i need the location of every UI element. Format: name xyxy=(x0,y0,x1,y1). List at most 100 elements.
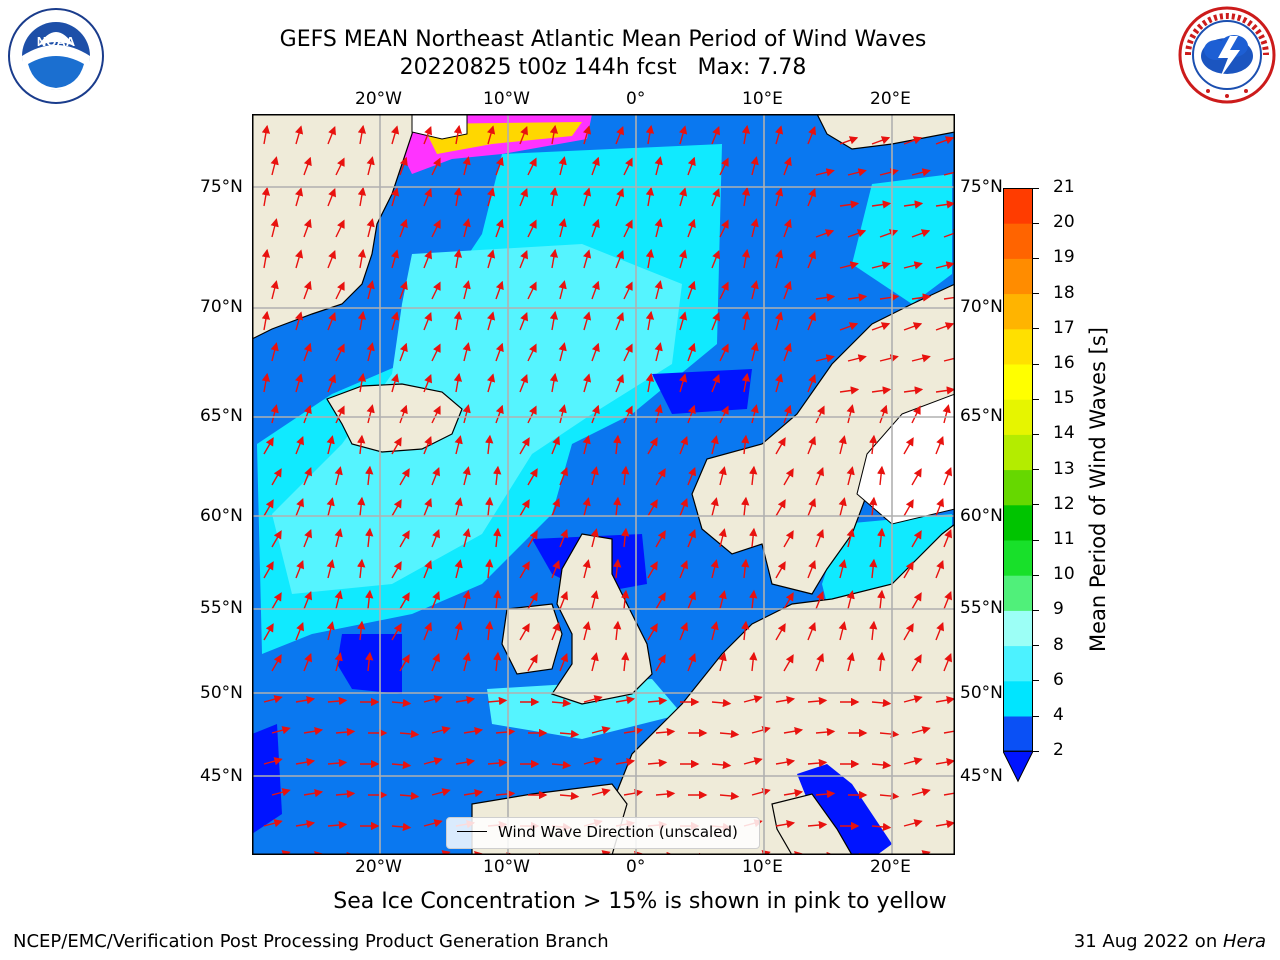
wind-wave-arrow xyxy=(335,281,345,300)
wind-wave-arrow xyxy=(623,343,633,362)
legend-line-swatch xyxy=(457,831,487,832)
wind-wave-arrow xyxy=(399,468,410,486)
wind-wave-arrow xyxy=(591,156,600,176)
wind-wave-arrow xyxy=(334,528,343,548)
colorbar-segment xyxy=(1003,680,1033,717)
wind-wave-arrow xyxy=(261,248,271,269)
wind-wave-arrow xyxy=(687,342,696,362)
chart-subtitle: 20220825 t00z 144h fcst Max: 7.78 xyxy=(399,55,807,80)
noaa-logo-text: NOAA xyxy=(37,34,76,49)
wind-wave-arrow xyxy=(879,791,900,801)
wind-wave-arrow xyxy=(326,435,335,455)
wind-wave-arrow xyxy=(807,758,828,768)
wind-wave-arrow xyxy=(527,468,538,486)
wind-wave-arrow xyxy=(903,623,914,641)
wind-wave-arrow xyxy=(679,622,688,641)
wind-wave-arrow xyxy=(815,229,835,238)
colorbar-tick-label: 13 xyxy=(1053,458,1075,479)
wind-wave-arrow xyxy=(615,188,624,207)
wind-wave-arrow xyxy=(263,623,274,641)
wind-wave-arrow xyxy=(876,651,886,672)
colorbar-segment xyxy=(1003,364,1033,400)
wind-wave-arrow xyxy=(903,322,923,331)
wind-wave-arrow xyxy=(775,187,784,207)
wind-wave-arrow xyxy=(549,310,559,331)
colorbar-tick-label: 14 xyxy=(1053,423,1075,444)
wind-wave-arrow xyxy=(462,466,471,486)
lat-tick-left-65n: 65°N xyxy=(200,406,243,426)
wind-wave-arrow xyxy=(868,434,878,455)
footer-host: Hera xyxy=(1222,931,1266,952)
wind-wave-arrow xyxy=(295,311,304,331)
wind-wave-arrow xyxy=(783,404,792,424)
wind-wave-arrow xyxy=(549,124,559,145)
wind-wave-arrow xyxy=(366,218,375,238)
wind-wave-arrow xyxy=(453,248,463,269)
wind-wave-arrow xyxy=(903,561,914,579)
wind-wave-arrow xyxy=(711,250,720,269)
wind-wave-arrow xyxy=(527,157,537,176)
wind-wave-arrow xyxy=(399,404,408,424)
wind-wave-arrow xyxy=(431,219,441,238)
wind-wave-arrow xyxy=(423,312,432,331)
colorbar-segment xyxy=(1003,223,1033,259)
wind-wave-arrow xyxy=(356,558,366,579)
wind-wave-arrow xyxy=(879,168,899,177)
wind-wave-arrow xyxy=(364,651,374,672)
wind-wave-arrow xyxy=(431,591,440,610)
wind-wave-arrow xyxy=(270,156,279,176)
wind-wave-arrow xyxy=(590,528,599,548)
wind-wave-arrow xyxy=(559,791,580,801)
wind-wave-arrow xyxy=(943,229,955,238)
colorbar-tick-mark xyxy=(1033,715,1039,717)
wind-wave-arrow xyxy=(775,249,784,269)
colorbar-tick-mark xyxy=(1033,187,1039,189)
wind-wave-arrow xyxy=(718,590,727,610)
wind-wave-arrow xyxy=(495,727,516,737)
colorbar-tick-label: 12 xyxy=(1053,493,1075,514)
wind-wave-arrow xyxy=(647,623,658,641)
wind-wave-arrow xyxy=(846,590,855,610)
wind-wave-arrow xyxy=(620,527,630,548)
wind-wave-arrow xyxy=(295,187,304,207)
wind-wave-arrow xyxy=(935,560,944,579)
wind-wave-arrow xyxy=(527,343,537,362)
wind-wave-arrow xyxy=(615,250,624,269)
wind-wave-arrow xyxy=(591,342,600,362)
colorbar-tick-mark xyxy=(1033,609,1039,611)
wind-wave-arrow xyxy=(783,156,792,176)
wind-wave-arrow xyxy=(391,623,402,641)
wind-wave-arrow xyxy=(679,498,688,517)
wind-wave-arrow xyxy=(423,757,443,766)
wind-wave-arrow xyxy=(527,405,537,424)
lat-tick-right-70n: 70°N xyxy=(960,297,1003,317)
wind-wave-arrow xyxy=(612,496,622,517)
wind-wave-arrow xyxy=(591,404,600,424)
wind-wave-arrow xyxy=(719,281,729,300)
lon-tick-top-0: 0° xyxy=(626,89,646,109)
wind-wave-arrows xyxy=(261,124,955,855)
period-6-8-region xyxy=(272,244,682,594)
wind-wave-arrow xyxy=(263,695,283,704)
lon-tick-bottom-20e: 20°E xyxy=(870,857,911,877)
wind-wave-arrow xyxy=(431,726,451,735)
wind-wave-arrow xyxy=(903,136,923,145)
wind-wave-arrow xyxy=(366,404,375,424)
wind-wave-arrow xyxy=(455,695,476,705)
wind-wave-arrow xyxy=(903,261,923,270)
wind-wave-arrow xyxy=(590,590,599,610)
wind-wave-arrow xyxy=(679,125,688,145)
wind-wave-arrow xyxy=(551,622,560,641)
wind-wave-arrow xyxy=(847,354,867,363)
wind-wave-arrow xyxy=(750,342,759,362)
wind-wave-arrow xyxy=(654,218,663,238)
wind-wave-arrow xyxy=(551,560,560,579)
wind-wave-arrow xyxy=(687,529,696,548)
wind-wave-arrow xyxy=(654,156,663,176)
wind-wave-arrow xyxy=(847,229,867,238)
wind-wave-arrow xyxy=(687,218,696,238)
colorbar-label: Mean Period of Wind Waves [s] xyxy=(1086,327,1110,652)
wind-wave-arrow xyxy=(423,622,432,641)
wind-wave-arrow xyxy=(327,820,348,830)
wind-wave-arrow xyxy=(871,322,891,331)
